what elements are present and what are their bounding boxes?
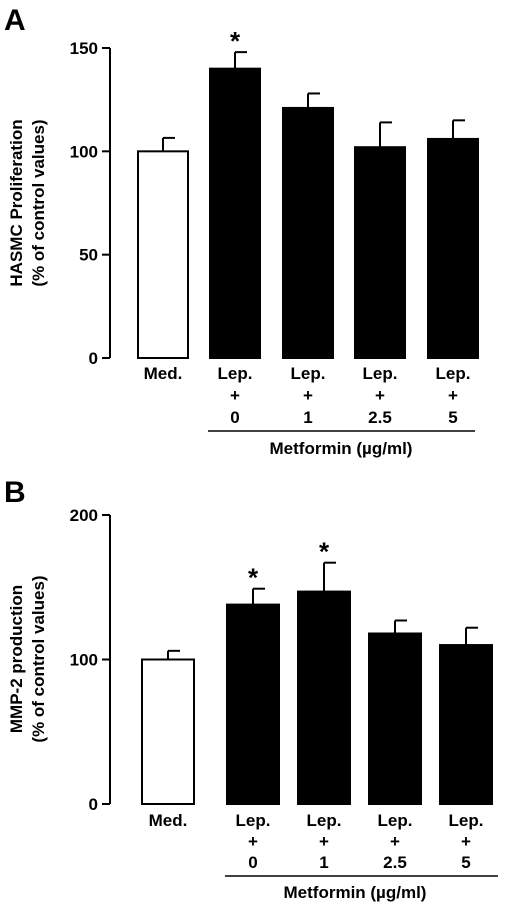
- y-tick-label: 200: [70, 506, 98, 525]
- bar: [209, 67, 261, 360]
- category-label: Lep.: [236, 811, 271, 830]
- category-dose: 1: [319, 853, 328, 872]
- y-tick-label: 50: [79, 246, 98, 265]
- category-label: Med.: [144, 364, 183, 383]
- category-label: Lep.: [218, 364, 253, 383]
- category-plus: +: [375, 386, 385, 405]
- x-axis-label: Metformin (µg/ml): [284, 883, 427, 902]
- x-axis-label: Metformin (µg/ml): [270, 439, 413, 458]
- category-label: Med.: [149, 811, 188, 830]
- category-label: Lep.: [378, 811, 413, 830]
- category-dose: 1: [303, 408, 312, 427]
- panel-label: A: [4, 4, 26, 37]
- category-label: Lep.: [307, 811, 342, 830]
- category-label: Lep.: [449, 811, 484, 830]
- bar: [141, 658, 195, 805]
- bar: [354, 146, 406, 359]
- panel-b: B 0 100 200 MMP-2 production (% of control va…: [4, 476, 498, 902]
- category-dose: 0: [248, 853, 257, 872]
- bar: [427, 137, 479, 359]
- y-axis-label: MMP-2 production: [7, 585, 26, 733]
- category-dose: 2.5: [383, 853, 407, 872]
- category-plus: +: [390, 832, 400, 851]
- bar: [137, 150, 189, 359]
- category-plus: +: [319, 832, 329, 851]
- y-tick-label: 0: [89, 795, 98, 814]
- category-plus: +: [248, 832, 258, 851]
- category-label: Lep.: [363, 364, 398, 383]
- category-dose: 5: [448, 408, 457, 427]
- category-plus: +: [303, 386, 313, 405]
- category-plus: +: [230, 386, 240, 405]
- category-dose: 5: [461, 853, 470, 872]
- y-axis-label-units: (% of control values): [29, 119, 48, 286]
- significance-mark: *: [230, 26, 241, 56]
- y-tick-label: 100: [70, 651, 98, 670]
- category-dose: 2.5: [368, 408, 392, 427]
- category-label: Lep.: [436, 364, 471, 383]
- bar: [368, 632, 422, 805]
- y-axis-label: HASMC Proliferation: [7, 119, 26, 286]
- category-label: Lep.: [291, 364, 326, 383]
- y-axis-label-units: (% of control values): [29, 575, 48, 742]
- category-dose: 0: [230, 408, 239, 427]
- panel-label: B: [4, 476, 26, 509]
- category-plus: +: [448, 386, 458, 405]
- bar: [282, 106, 334, 359]
- y-tick-label: 150: [70, 39, 98, 58]
- significance-mark: *: [248, 563, 259, 593]
- bar: [439, 644, 493, 805]
- y-tick-label: 0: [89, 349, 98, 368]
- bar: [226, 603, 280, 806]
- bar: [297, 590, 351, 806]
- significance-mark: *: [319, 537, 330, 567]
- category-plus: +: [461, 832, 471, 851]
- y-tick-label: 100: [70, 142, 98, 161]
